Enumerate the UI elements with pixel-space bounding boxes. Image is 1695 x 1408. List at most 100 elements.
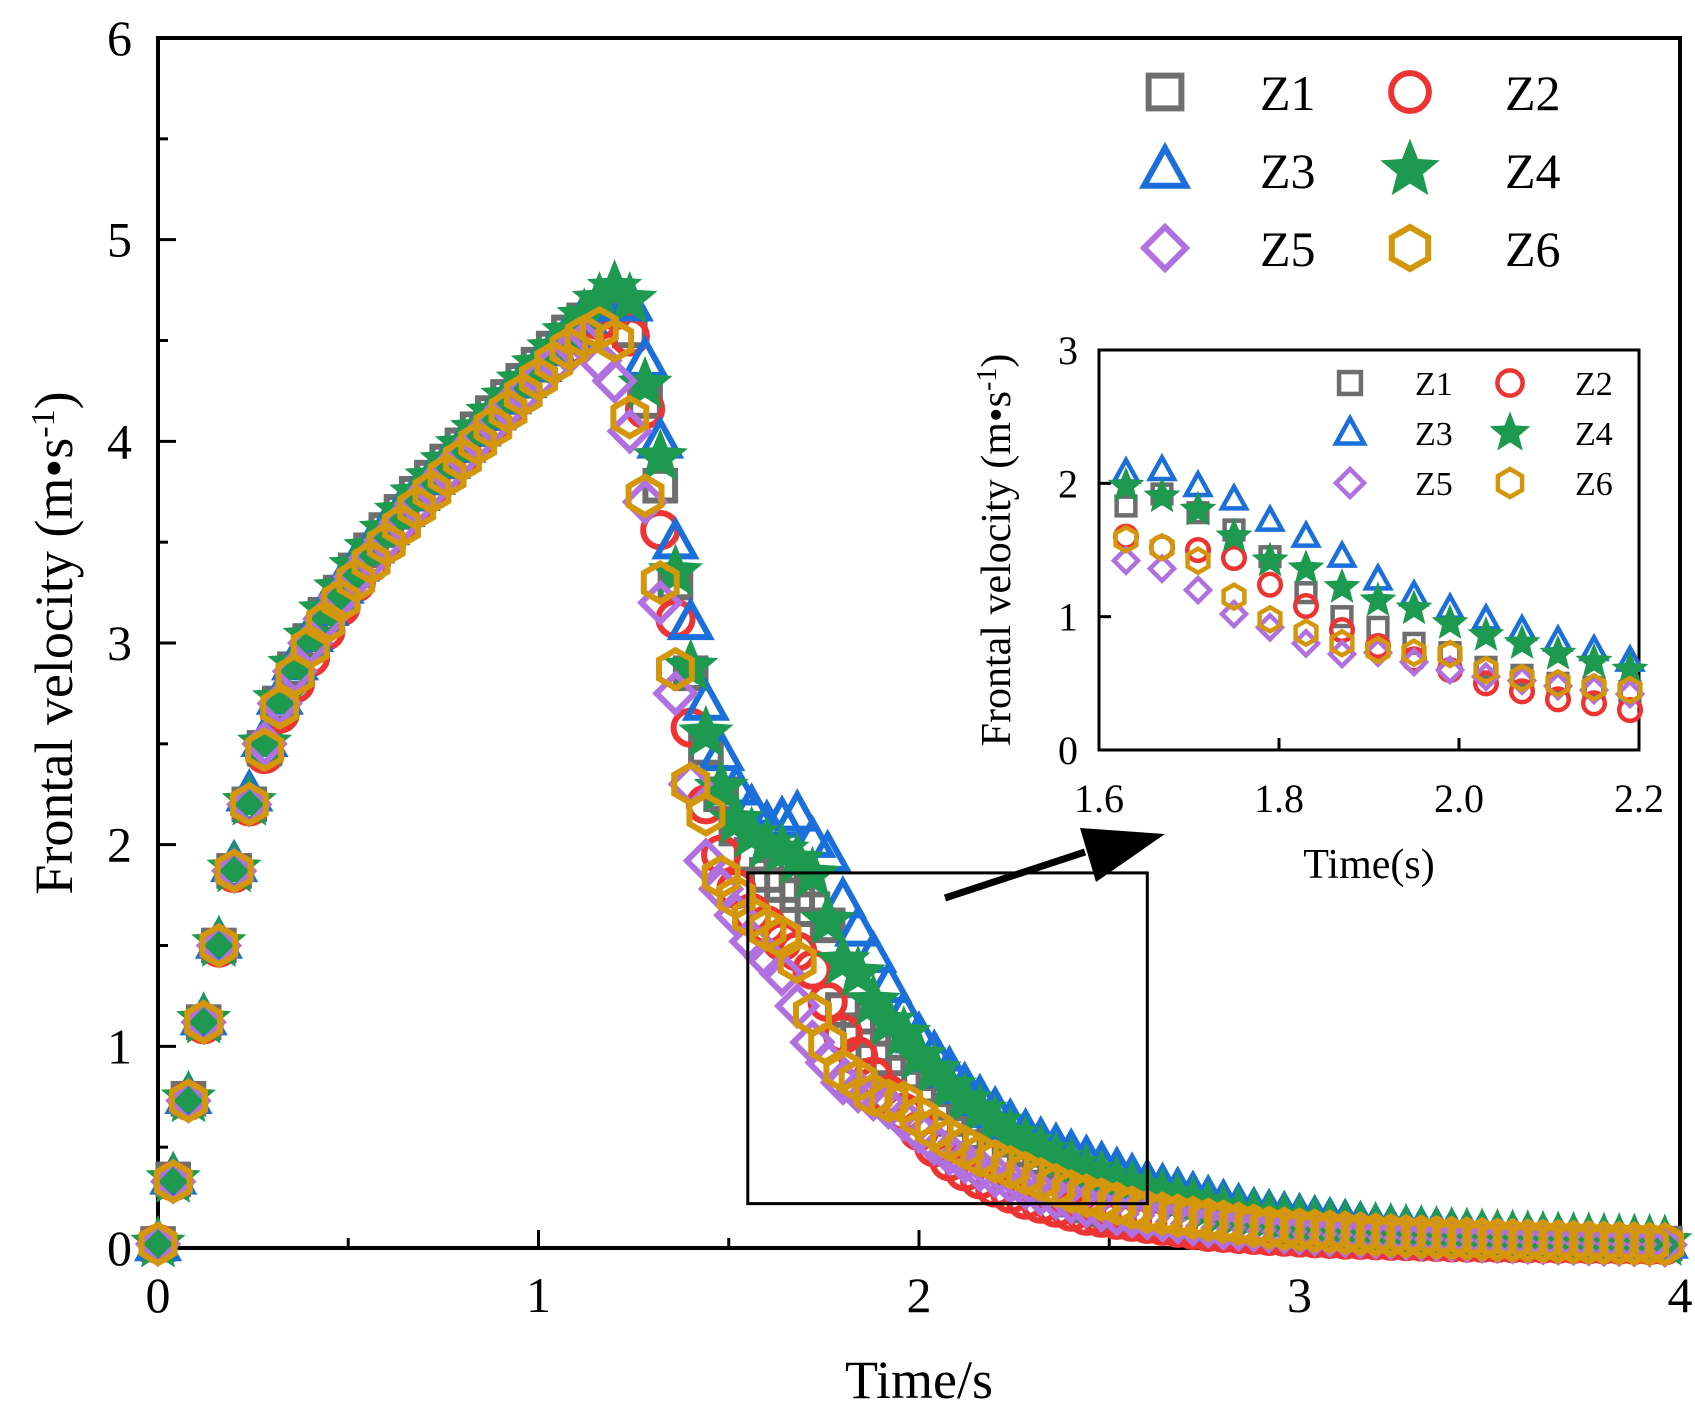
inset-data-point-z6 <box>1221 582 1247 612</box>
data-point-z6 <box>351 539 391 585</box>
series-z6 <box>138 305 1685 1267</box>
data-point-z6 <box>382 503 421 549</box>
legend-marker-z3 <box>1138 141 1192 189</box>
y-tick-label: 3 <box>107 615 132 671</box>
data-point-z4 <box>632 428 688 482</box>
inset-data-point-z6 <box>1509 663 1535 693</box>
inset-data-point-z4 <box>1107 466 1145 502</box>
data-point-z6 <box>366 521 406 567</box>
data-point-z6 <box>625 473 665 519</box>
inset-data-point-z4 <box>1251 541 1289 577</box>
inset-y-tick-labels: 0 1 2 3 <box>1058 328 1078 773</box>
data-point-z6 <box>306 600 345 646</box>
legend-item-z6: Z6 <box>1388 221 1561 277</box>
inset-data-point-z2 <box>1580 690 1608 717</box>
inset-data-point-z4 <box>1287 549 1325 585</box>
data-point-z5 <box>606 408 654 455</box>
data-point-z6 <box>488 388 528 434</box>
inset-series-z4 <box>1107 466 1649 686</box>
data-point-z6 <box>260 685 300 730</box>
data-point-z6 <box>153 1159 193 1204</box>
inset-legend-label: Z6 <box>1575 466 1613 503</box>
data-point-z6 <box>184 999 224 1045</box>
inset-y-tick-label: 1 <box>1058 595 1078 640</box>
data-point-z6 <box>245 727 284 773</box>
inset-legend-marker-z1 <box>1336 369 1364 397</box>
y-tick-label: 5 <box>107 212 132 268</box>
legend-label: Z3 <box>1260 143 1316 199</box>
y-tick-label: 0 <box>107 1220 132 1276</box>
x-axis-title: Time/s <box>845 1350 993 1408</box>
data-point-z6 <box>169 1078 208 1124</box>
inset-data-point-z5 <box>1614 678 1646 710</box>
legend: Z1 Z2 Z3 Z4 Z5 Z6 <box>1138 65 1561 277</box>
data-point-z3 <box>834 903 883 947</box>
legend-label: Z1 <box>1260 65 1316 121</box>
data-point-z4 <box>800 892 856 945</box>
data-point-z6 <box>1097 1181 1137 1227</box>
data-point-z6 <box>473 404 513 450</box>
inset-legend-item-z6: Z6 <box>1495 466 1613 503</box>
inset-data-point-z5 <box>1218 598 1250 630</box>
data-point-z6 <box>1630 1221 1669 1267</box>
inset-data-point-z2 <box>1292 592 1320 620</box>
legend-marker-z2 <box>1388 70 1432 114</box>
data-point-z6 <box>397 485 437 531</box>
inset-y-axis-title: Frontal velocity (m•s-1) <box>972 354 1020 747</box>
data-point-z6 <box>138 1221 178 1267</box>
data-point-z6 <box>458 420 498 466</box>
y-tick-label: 1 <box>107 1018 132 1074</box>
data-point-z6 <box>519 356 558 402</box>
inset-data-point-z5 <box>1362 637 1394 668</box>
legend-label: Z4 <box>1505 143 1561 199</box>
data-point-z6 <box>290 624 330 670</box>
inset-data-point-z6 <box>1293 618 1319 648</box>
inset-data-point-z5 <box>1146 553 1178 584</box>
x-tick-labels: 0 1 2 3 4 <box>146 1267 1693 1323</box>
inset-legend: Z1 Z2 Z3 Z4 Z5 Z6 <box>1332 366 1613 503</box>
inset-legend-item-z1: Z1 <box>1336 366 1453 403</box>
data-point-z5 <box>621 478 669 526</box>
inset-legend-label: Z5 <box>1415 466 1453 503</box>
x-tick-label: 0 <box>146 1267 171 1323</box>
data-point-z6 <box>412 469 452 515</box>
data-point-z6 <box>1051 1169 1091 1214</box>
inset-data-point-z6 <box>1401 638 1427 668</box>
inset-data-point-z5 <box>1434 654 1466 686</box>
legend-marker-z5 <box>1139 222 1191 274</box>
data-point-z6 <box>656 646 695 692</box>
data-point-z6 <box>503 372 543 418</box>
y-axis-title: Frontal velocity (m•s-1) <box>24 391 84 894</box>
inset-legend-item-z2: Z2 <box>1495 366 1613 403</box>
inset-data-point-z6 <box>1545 668 1571 698</box>
x-tick-label: 1 <box>526 1267 551 1323</box>
inset-data-point-z2 <box>1472 670 1500 697</box>
inset-data-point-z3 <box>1218 482 1250 511</box>
inset-legend-label: Z4 <box>1575 416 1613 453</box>
inset-data-point-z4 <box>1539 634 1577 670</box>
data-point-z5 <box>758 950 806 997</box>
inset-x-tick-labels: 1.6 1.8 2.0 2.2 <box>1074 776 1664 821</box>
inset-data-point-z3 <box>1326 539 1358 568</box>
inset-data-point-z3 <box>1290 519 1322 548</box>
series-layer <box>130 259 1693 1269</box>
x-tick-label: 4 <box>1668 1267 1693 1323</box>
inset-data-point-z5 <box>1542 670 1574 702</box>
zoom-box <box>746 871 1149 1206</box>
legend-label: Z2 <box>1505 65 1561 121</box>
inset-series-layer <box>1107 452 1649 724</box>
inset-legend-marker-z3 <box>1332 413 1368 446</box>
data-point-z6 <box>610 394 650 440</box>
inset-data-point-z6 <box>1257 604 1283 634</box>
inset-data-point-z4 <box>1575 642 1613 678</box>
y-tick-label: 2 <box>107 817 132 873</box>
inset-axis-ticks <box>1097 348 1641 752</box>
y-axis-exponent: -1 <box>25 409 62 437</box>
inset-legend-item-z3: Z3 <box>1332 413 1453 453</box>
inset-x-tick-label: 2.0 <box>1434 776 1484 821</box>
inset-legend-label: Z1 <box>1415 366 1453 403</box>
data-point-z3 <box>773 788 822 832</box>
data-point-z6 <box>640 560 680 605</box>
inset-y-axis-exponent: -1 <box>972 368 1003 391</box>
data-point-z6 <box>869 1078 908 1124</box>
